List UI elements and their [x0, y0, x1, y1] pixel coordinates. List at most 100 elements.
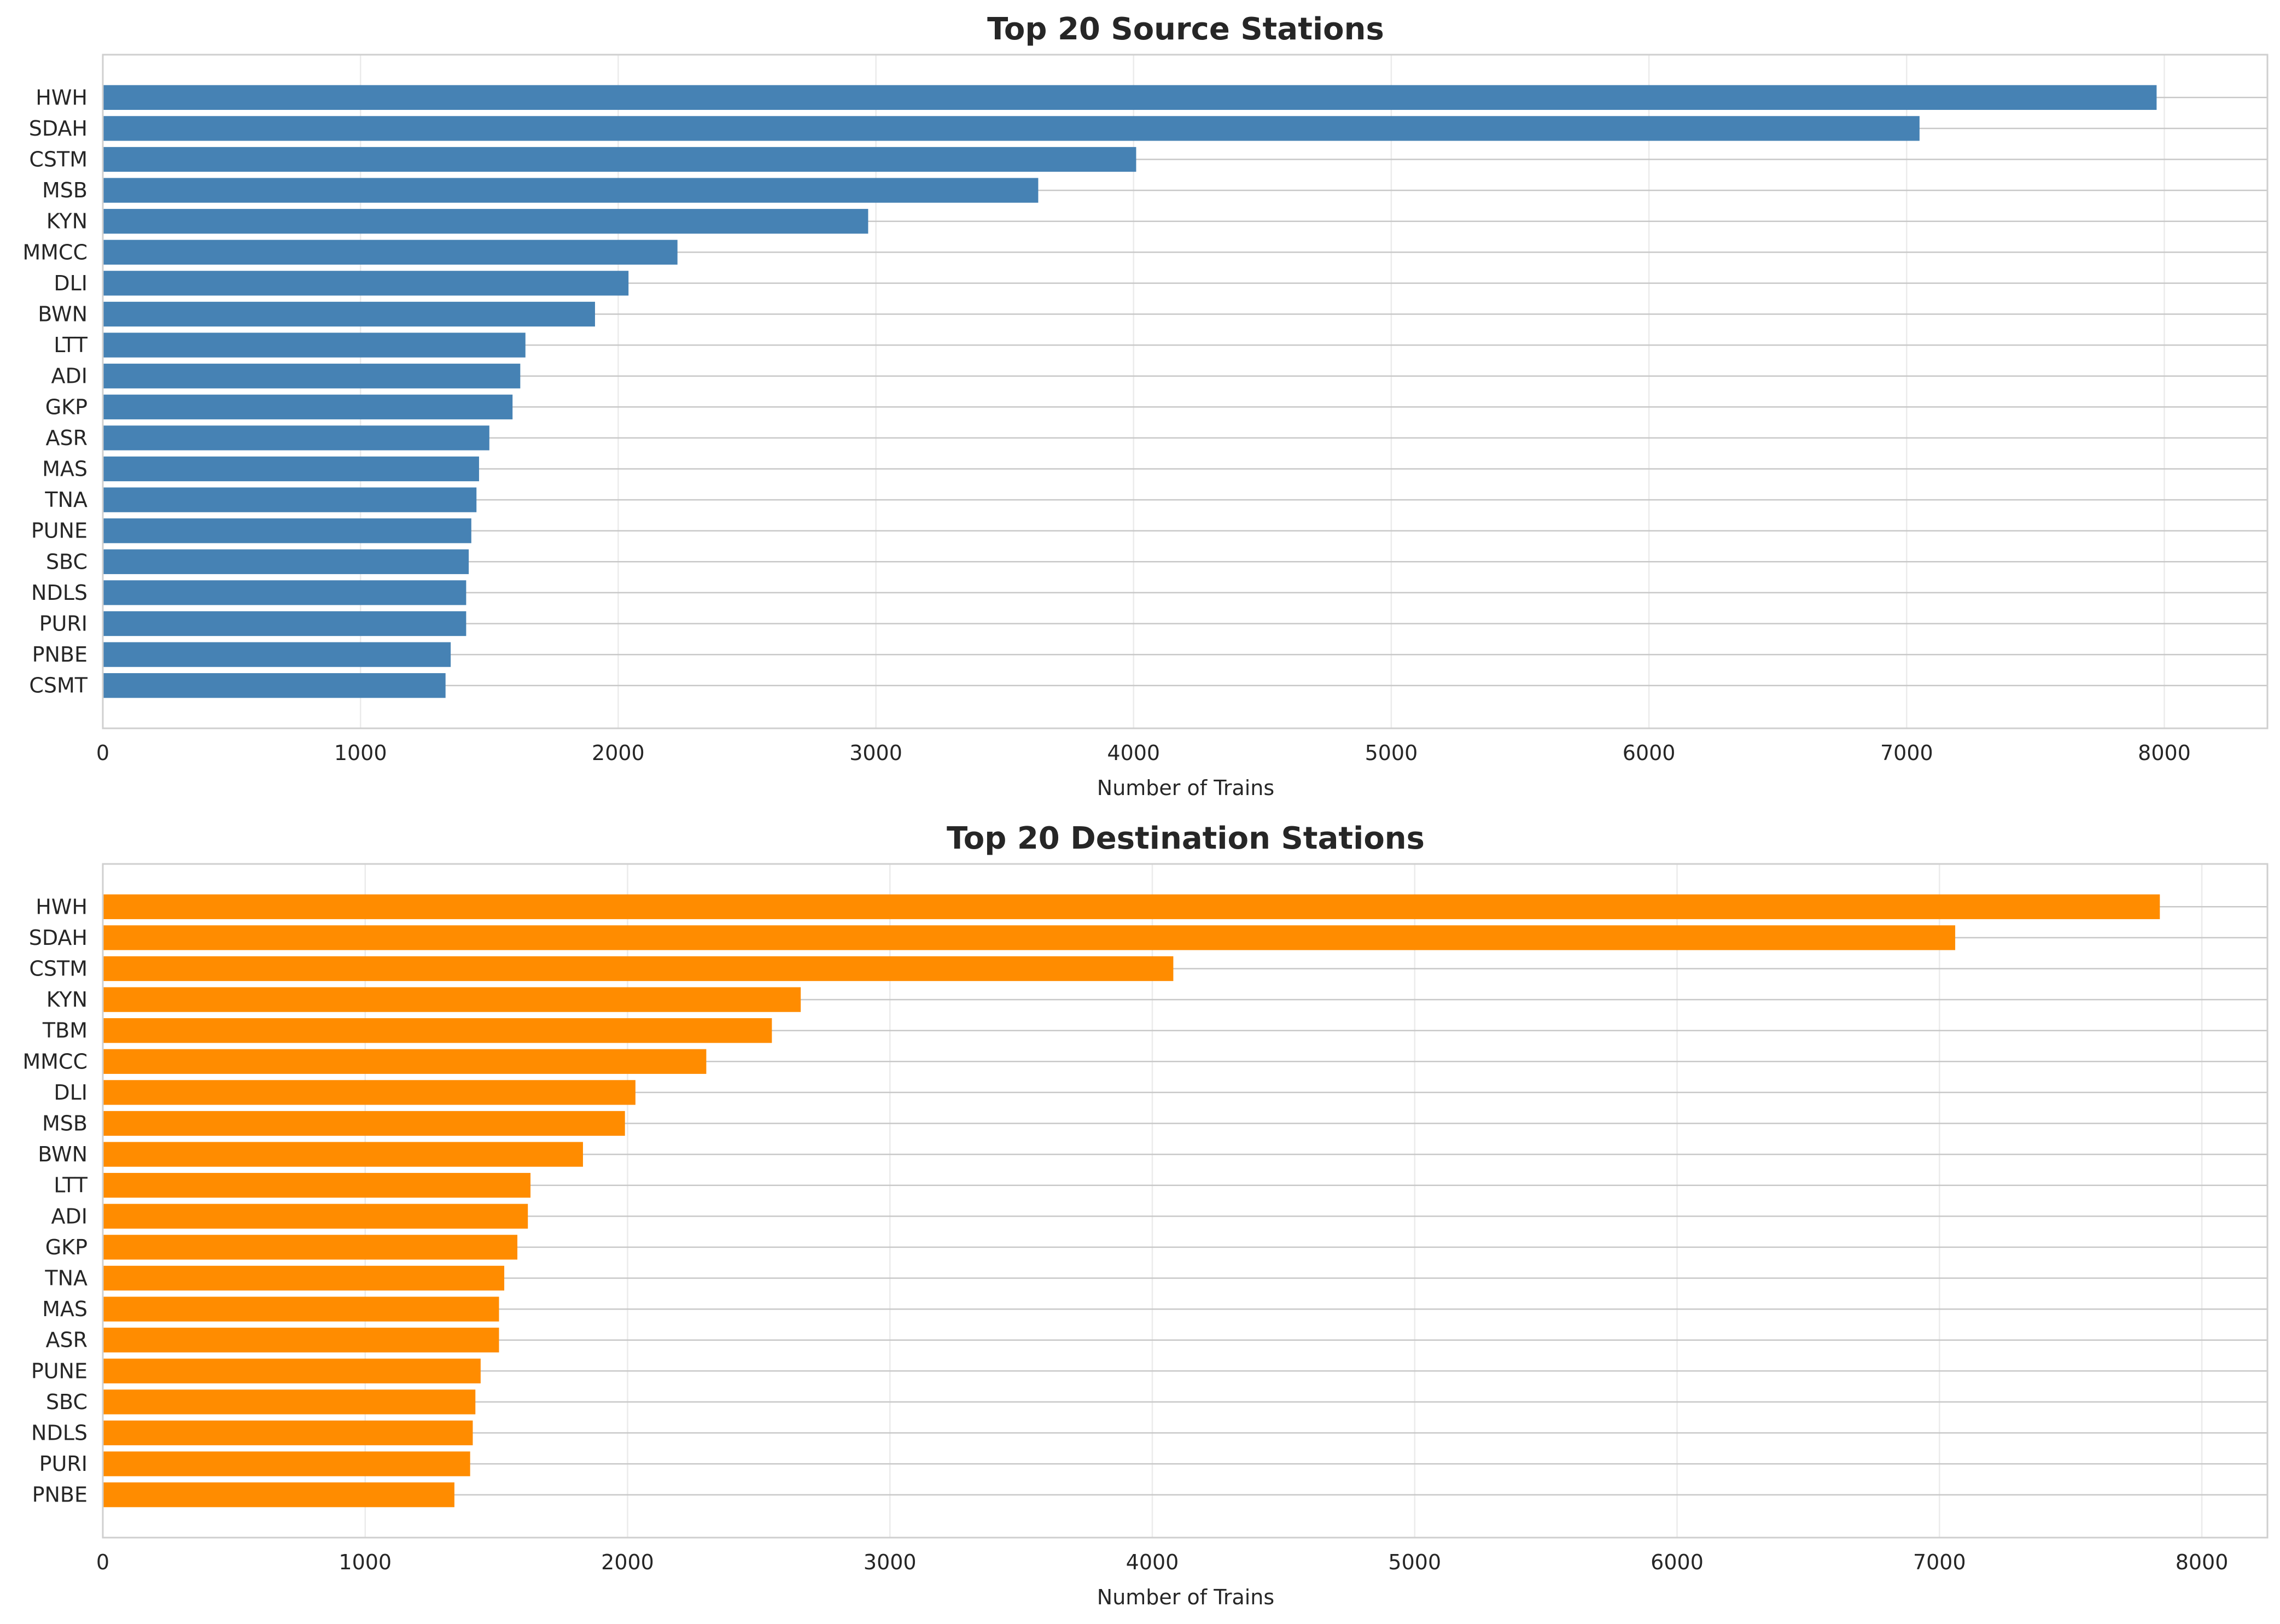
category-label: ASR	[45, 1328, 88, 1352]
category-label: MMCC	[22, 240, 88, 264]
category-label: DLI	[54, 271, 88, 295]
category-label: SDAH	[29, 926, 88, 950]
bar-mas	[103, 456, 479, 482]
x-tick-label: 8000	[2176, 1550, 2229, 1574]
bar-ndls	[103, 580, 467, 605]
category-label: TNA	[44, 1266, 88, 1290]
bar-mmcc	[103, 239, 678, 265]
x-tick-label: 4000	[1107, 741, 1160, 765]
destination-stations-chart: Top 20 Destination Stations HWH SDAH CSTM K…	[22, 821, 2269, 1609]
bar-kyn	[103, 987, 801, 1012]
bar-gkp	[103, 394, 513, 419]
x-axis-label: Number of Trains	[1097, 776, 1274, 800]
chart-title: Top 20 Source Stations	[987, 11, 1384, 47]
bar-gkp	[103, 1235, 518, 1260]
category-label: BWN	[38, 1142, 88, 1166]
bar-pnbe	[103, 642, 451, 667]
category-label: ADI	[51, 364, 88, 388]
category-label: SDAH	[29, 116, 88, 141]
bar-adi	[103, 364, 521, 389]
category-label: CSTM	[29, 148, 88, 172]
bars	[103, 894, 2160, 1508]
bar-dli	[103, 1080, 635, 1105]
x-tick-label: 2000	[601, 1550, 654, 1574]
bar-asr	[103, 425, 489, 451]
bar-tna	[103, 1265, 505, 1291]
category-label: CSMT	[29, 674, 88, 698]
category-label: PUNE	[31, 1359, 88, 1383]
bar-msb	[103, 178, 1039, 203]
x-tick-label: 5000	[1388, 1550, 1441, 1574]
bars	[103, 85, 2157, 698]
bar-dli	[103, 271, 629, 296]
x-tick-label: 0	[96, 1550, 109, 1574]
bar-tna	[103, 487, 477, 512]
category-label: TNA	[44, 488, 88, 512]
bar-tbm	[103, 1018, 772, 1043]
x-tick-labels: 0 1000 2000 3000 4000 5000 6000 7000 8000	[96, 741, 2191, 765]
category-label: MSB	[42, 1112, 88, 1136]
x-tick-label: 3000	[864, 1550, 917, 1574]
category-label: SBC	[46, 550, 88, 574]
x-tick-label: 6000	[1651, 1550, 1704, 1574]
bar-ltt	[103, 332, 526, 358]
bar-pune	[103, 1358, 481, 1383]
bar-cstm	[103, 956, 1174, 982]
bar-bwn	[103, 1142, 583, 1167]
plot-frame	[102, 863, 2269, 1539]
category-label: LTT	[54, 1173, 88, 1197]
category-label: ADI	[51, 1204, 88, 1228]
x-tick-label: 0	[96, 741, 109, 765]
chart-title: Top 20 Destination Stations	[947, 821, 1425, 856]
bar-sdah	[103, 925, 1956, 950]
bar-adi	[103, 1204, 528, 1229]
category-label: TBM	[42, 1019, 88, 1043]
bar-hwh	[103, 894, 2160, 919]
category-label: PNBE	[32, 642, 88, 667]
bar-ltt	[103, 1173, 531, 1198]
category-label: MSB	[42, 178, 88, 202]
x-tick-label: 6000	[1623, 741, 1676, 765]
x-tick-label: 1000	[334, 741, 387, 765]
bar-pune	[103, 518, 471, 544]
bar-sdah	[103, 116, 1920, 141]
x-tick-label: 2000	[592, 741, 645, 765]
bar-sbc	[103, 549, 469, 574]
bar-bwn	[103, 301, 595, 327]
category-label: ASR	[45, 426, 88, 450]
bar-cstm	[103, 147, 1136, 172]
category-label: GKP	[45, 1235, 88, 1259]
y-tick-labels: HWH SDAH CSTM KYN TBM MMCC DLI MSB BWN LTT ADI GKP T…	[22, 895, 88, 1506]
category-label: KYN	[46, 209, 88, 233]
bar-msb	[103, 1111, 625, 1136]
category-label: PURI	[39, 612, 88, 636]
category-label: NDLS	[31, 581, 88, 605]
category-label: MMCC	[22, 1049, 88, 1073]
category-label: SBC	[46, 1390, 88, 1414]
bar-puri	[103, 611, 467, 636]
bar-kyn	[103, 209, 868, 234]
category-label: HWH	[36, 85, 88, 109]
category-label: CSTM	[29, 957, 88, 981]
x-tick-label: 1000	[339, 1550, 392, 1574]
x-tick-label: 4000	[1126, 1550, 1179, 1574]
bar-sbc	[103, 1389, 476, 1415]
x-tick-label: 8000	[2138, 741, 2191, 765]
category-label: PUNE	[31, 519, 88, 543]
x-tick-label: 3000	[849, 741, 902, 765]
category-label: PURI	[39, 1452, 88, 1476]
category-label: GKP	[45, 395, 88, 419]
x-tick-label: 7000	[1880, 741, 1933, 765]
category-label: BWN	[38, 302, 88, 326]
bar-csmt	[103, 673, 446, 698]
category-label: DLI	[54, 1080, 88, 1105]
plot-frame	[102, 54, 2269, 729]
bar-asr	[103, 1328, 499, 1353]
bar-puri	[103, 1451, 470, 1476]
bar-pnbe	[103, 1482, 454, 1508]
y-tick-labels: HWH SDAH CSTM MSB KYN MMCC DLI BWN LTT ADI GKP ASR M…	[22, 85, 88, 697]
bar-mas	[103, 1296, 499, 1322]
category-label: HWH	[36, 895, 88, 919]
category-label: NDLS	[31, 1421, 88, 1445]
